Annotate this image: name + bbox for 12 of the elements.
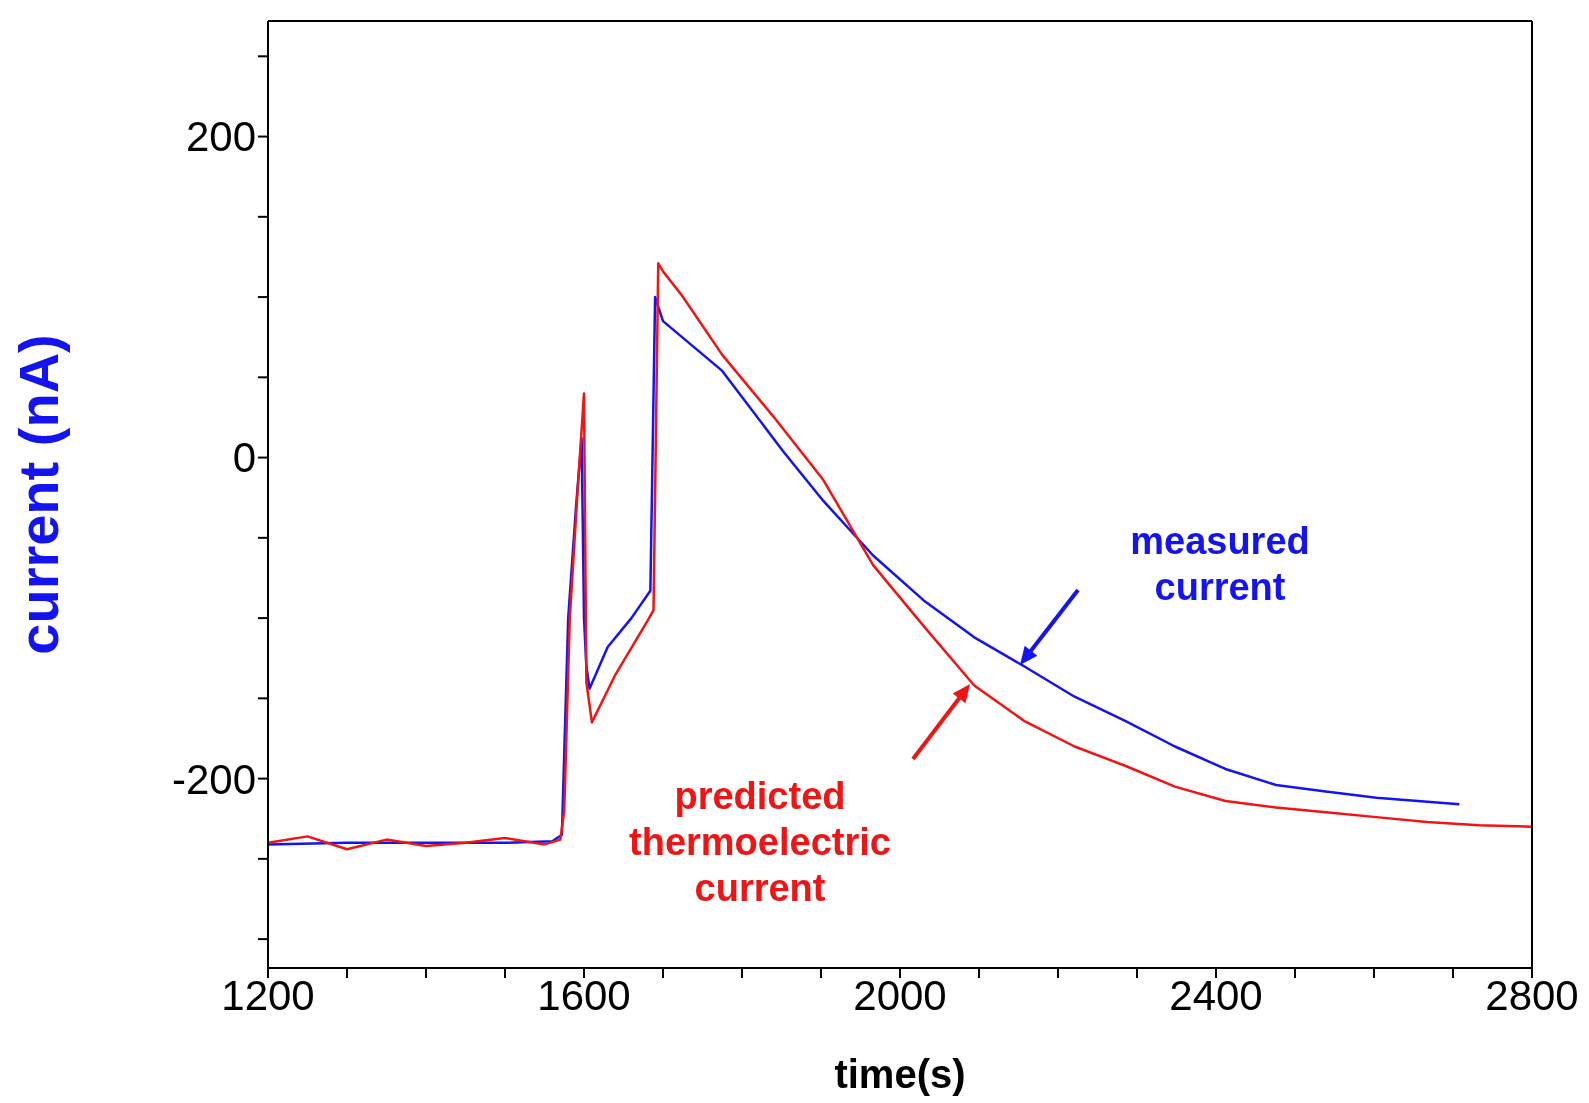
- x-tick-label: 2000: [853, 971, 947, 1019]
- annotation: measured current: [1130, 520, 1310, 608]
- x-tick-label: 1600: [537, 971, 631, 1019]
- y-axis-title: current (nA): [6, 334, 70, 655]
- x-tick-label: 1200: [221, 971, 315, 1019]
- annotation: predicted thermoelectric current: [629, 775, 891, 909]
- x-tick-label: 2800: [1485, 971, 1579, 1019]
- y-tick-label: -200: [171, 755, 256, 803]
- y-tick-label: 200: [185, 113, 256, 161]
- x-axis-title: time(s): [834, 1052, 966, 1096]
- y-tick-label: 0: [232, 434, 256, 482]
- x-tick-label: 2400: [1169, 971, 1263, 1019]
